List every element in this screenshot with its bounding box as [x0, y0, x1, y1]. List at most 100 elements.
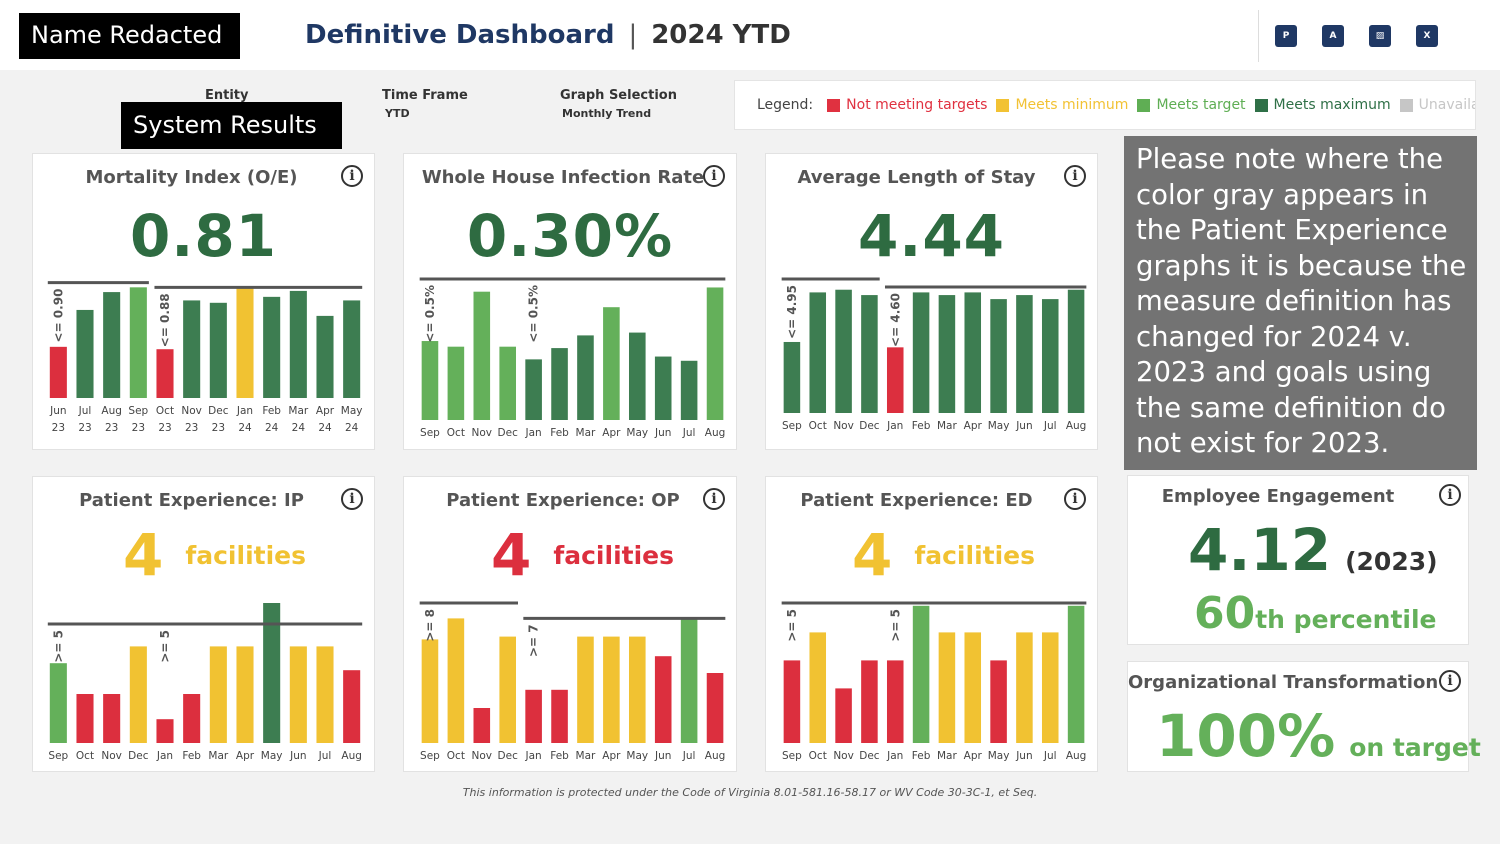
bar: [577, 636, 594, 743]
bar: [912, 292, 930, 413]
bar: [964, 632, 982, 743]
x-tick-label: Jun: [1015, 420, 1032, 432]
x-tick-label: Mar: [937, 750, 957, 762]
pe-ed-card[interactable]: Patient Experience: ED i 4 facilities Sep…: [765, 476, 1098, 772]
bar: [809, 292, 827, 413]
org-transformation-card[interactable]: Organizational Transformation i 100% on t…: [1127, 661, 1481, 772]
bar: [263, 296, 281, 398]
bar: [236, 646, 254, 743]
graph-selection-select[interactable]: Monthly Trend: [562, 107, 652, 120]
powerpoint-icon[interactable]: P: [1275, 25, 1297, 47]
card-title: Employee Engagement: [1161, 486, 1395, 507]
bar: [1067, 289, 1085, 413]
infection-card[interactable]: Whole House Infection Rate i 0.30% Sep Oc…: [403, 153, 737, 450]
x-tick-label: Nov: [472, 427, 493, 439]
x-tick-label: 23: [212, 422, 225, 434]
pe-op-card[interactable]: Patient Experience: OP i 4 facilities Sep…: [403, 476, 737, 772]
x-tick-label: Apr: [964, 750, 983, 762]
engagement-score: 4.12 (2023): [1188, 516, 1438, 584]
timeframe-select[interactable]: YTD: [385, 107, 410, 120]
x-tick-label: Nov: [833, 420, 854, 432]
bar: [343, 670, 361, 743]
x-tick-label: Nov: [472, 750, 493, 762]
x-tick-label: Aug: [101, 405, 122, 417]
x-tick-label: Mar: [937, 420, 957, 432]
x-tick-label: Oct: [447, 427, 465, 439]
bar: [209, 302, 227, 398]
excel-icon[interactable]: X: [1416, 25, 1438, 47]
bar: [603, 636, 620, 743]
x-tick-label: Dec: [859, 420, 880, 432]
x-tick-label: Jun: [289, 750, 306, 762]
timeframe-label: Time Frame: [382, 88, 468, 103]
bar: [628, 636, 646, 743]
x-tick-label: Jun: [49, 405, 66, 417]
x-tick-label: Dec: [498, 750, 519, 762]
x-tick-label: Jul: [682, 750, 696, 762]
x-tick-label: Aug: [1066, 420, 1087, 432]
count: 4: [491, 521, 532, 589]
x-tick-label: May: [988, 420, 1010, 432]
info-icon[interactable]: i: [703, 488, 725, 510]
bar: [706, 673, 724, 743]
bar: [577, 335, 594, 420]
engagement-percentile: 60th percentile: [1194, 588, 1436, 639]
goal-label: <= 0.88: [158, 293, 172, 347]
x-tick-label: Nov: [833, 750, 854, 762]
info-icon[interactable]: i: [1064, 488, 1086, 510]
x-tick-label: Oct: [156, 405, 174, 417]
bar: [938, 632, 956, 743]
entity-label: Entity: [205, 88, 249, 103]
bar: [447, 618, 465, 743]
legend-label: Meets maximum: [1273, 97, 1391, 113]
x-tick-label: 24: [265, 422, 279, 434]
info-icon[interactable]: i: [1439, 670, 1461, 692]
mortality-card[interactable]: Mortality Index (O/E) i 0.81 Jun 23 Jul 23 A…: [32, 153, 375, 450]
goal-label: <= 0.90: [51, 289, 65, 343]
info-icon[interactable]: i: [703, 165, 725, 187]
x-tick-label: Feb: [912, 750, 931, 762]
bar: [783, 341, 801, 413]
bar: [343, 300, 361, 398]
x-tick-label: Mar: [288, 405, 308, 417]
employee-engagement-card[interactable]: Employee Engagement i 4.12 (2023) 60th pe…: [1127, 475, 1469, 645]
x-tick-label: Oct: [447, 750, 465, 762]
bar: [183, 300, 201, 398]
x-tick-label: Aug: [705, 750, 726, 762]
bar: [156, 719, 174, 743]
card-title: Patient Experience: IP: [79, 490, 304, 511]
metric-value: 4.12: [1188, 516, 1332, 584]
image-icon[interactable]: ▨: [1369, 25, 1391, 47]
bar: [861, 660, 878, 743]
bar: [835, 289, 852, 413]
info-icon[interactable]: i: [1439, 484, 1461, 506]
los-card[interactable]: Average Length of Stay i 4.44 Sep Oct Nov D…: [765, 153, 1098, 450]
bar: [447, 346, 465, 420]
x-tick-label: Mar: [208, 750, 228, 762]
pdf-icon[interactable]: A: [1322, 25, 1344, 47]
legend-title: Legend:: [757, 97, 814, 113]
legend-swatch: [1137, 98, 1151, 112]
x-tick-label: Oct: [76, 750, 94, 762]
x-tick-label: Jul: [682, 427, 696, 439]
bar: [76, 694, 94, 743]
pe-ip-card[interactable]: Patient Experience: IP i 4 facilities Sep…: [32, 476, 375, 772]
info-icon[interactable]: i: [1064, 165, 1086, 187]
entity-select[interactable]: System Results: [121, 102, 342, 149]
bar: [654, 656, 672, 743]
bar: [628, 332, 646, 420]
bar: [706, 287, 724, 420]
bar: [990, 299, 1007, 413]
info-icon[interactable]: i: [341, 165, 363, 187]
goal-label: >= 5: [51, 630, 65, 663]
graph-selection-label: Graph Selection: [560, 88, 677, 103]
x-tick-label: Aug: [341, 750, 362, 762]
x-tick-label: Mar: [576, 750, 596, 762]
percentile-suffix: th percentile: [1255, 605, 1437, 634]
x-tick-label: Apr: [602, 750, 621, 762]
bar: [499, 636, 517, 743]
legend-swatch: [1254, 98, 1268, 112]
info-icon[interactable]: i: [341, 488, 363, 510]
org-value: 100% on target: [1156, 702, 1481, 770]
goal-label: >= 7: [527, 624, 541, 657]
